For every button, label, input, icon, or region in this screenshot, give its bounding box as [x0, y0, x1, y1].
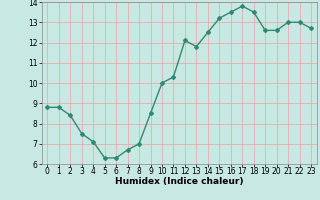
X-axis label: Humidex (Indice chaleur): Humidex (Indice chaleur) [115, 177, 244, 186]
